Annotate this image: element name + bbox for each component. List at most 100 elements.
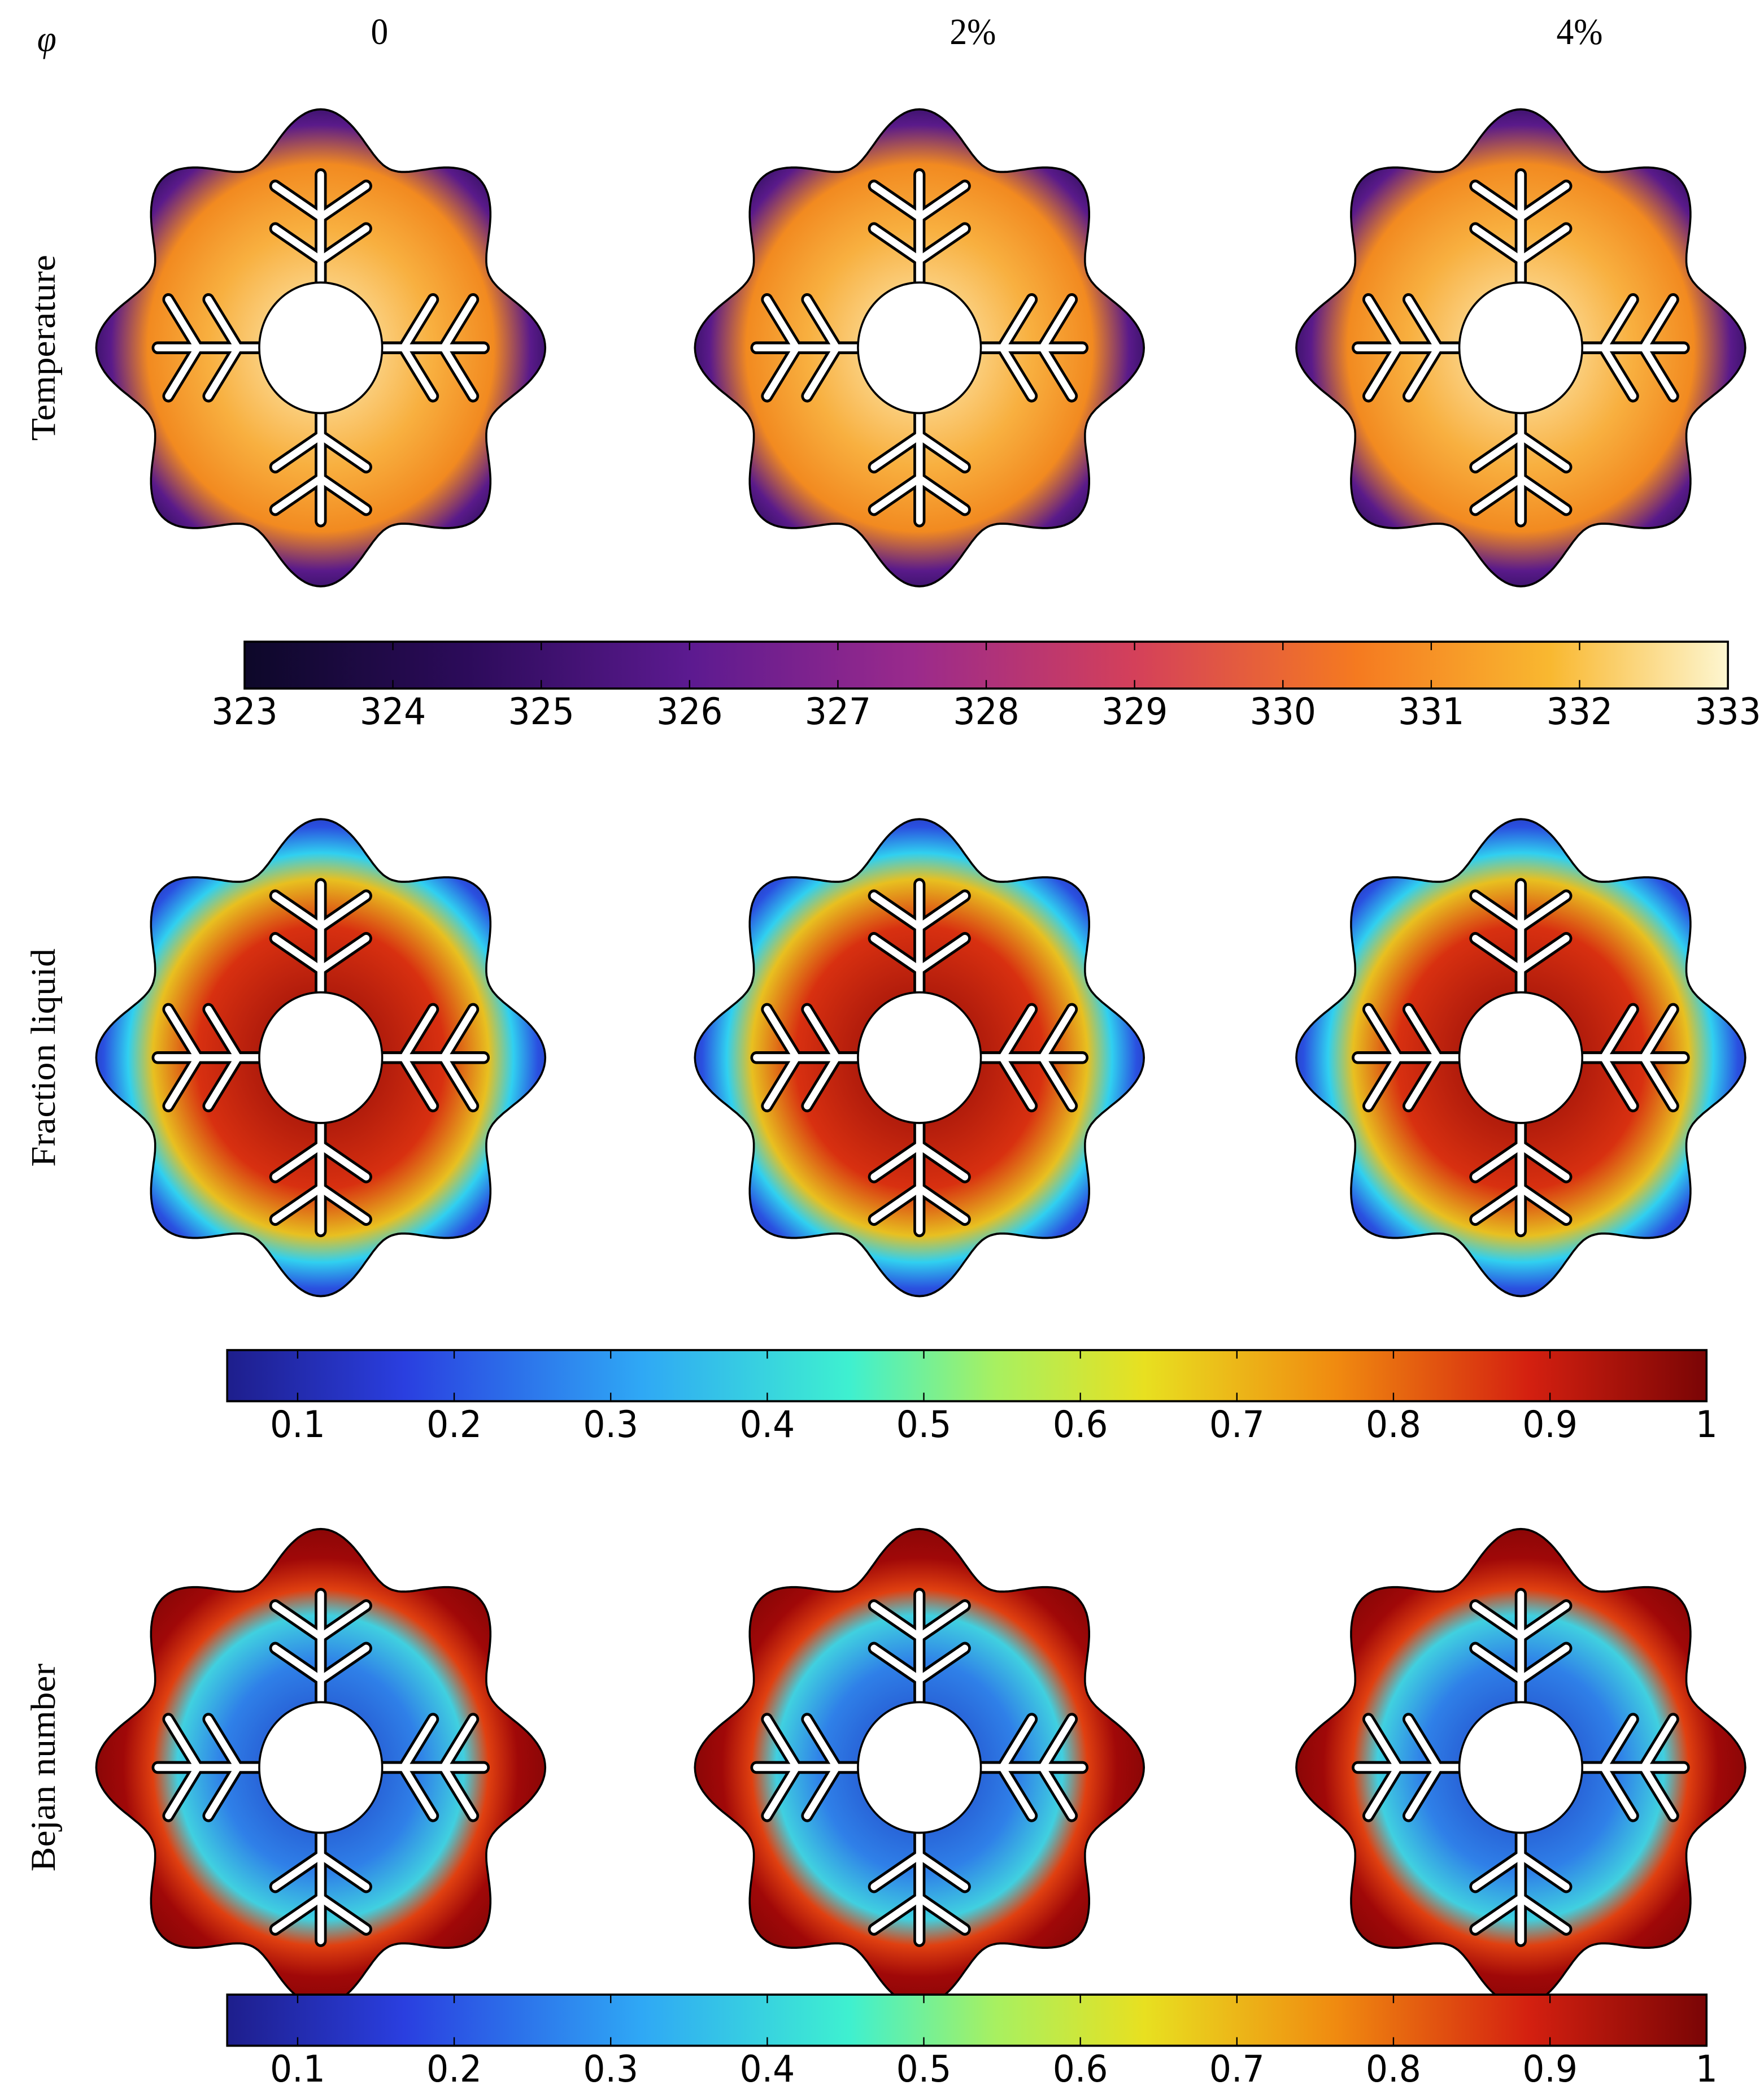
fin: [205, 1716, 242, 1771]
fin: [916, 1185, 969, 1224]
fin: [1472, 432, 1525, 471]
fin: [1365, 1764, 1401, 1819]
fin: [1365, 1716, 1401, 1771]
fin: [1365, 1054, 1401, 1110]
fin: [1039, 1005, 1075, 1061]
fin: [999, 1005, 1035, 1061]
fin: [272, 182, 324, 221]
tick-label: 328: [953, 690, 1019, 733]
fin: [400, 296, 437, 352]
fin: [1472, 892, 1525, 931]
field-plot: [95, 1527, 547, 2008]
fin: [870, 474, 923, 513]
fin: [165, 1054, 202, 1110]
fin: [1405, 296, 1441, 352]
fin: [205, 344, 242, 400]
column-header: 0: [371, 11, 389, 52]
fin: [916, 432, 969, 471]
tick-label: 0.3: [583, 2047, 638, 2090]
fin: [916, 1852, 969, 1891]
field-plot: [1295, 1527, 1746, 2008]
fin: [764, 1054, 800, 1110]
column-header: 2%: [949, 11, 996, 52]
fin: [272, 474, 324, 513]
fin: [870, 1644, 923, 1683]
tick-label: 1: [1696, 1403, 1718, 1446]
fin: [165, 1764, 202, 1819]
fin: [1472, 1142, 1525, 1181]
fin: [1472, 1602, 1525, 1641]
fin: [1517, 1142, 1570, 1181]
fin: [1640, 296, 1677, 352]
fin: [1405, 344, 1441, 400]
fin: [317, 432, 370, 471]
fin: [916, 892, 969, 931]
fin: [205, 1764, 242, 1819]
fin: [999, 1764, 1035, 1819]
fin: [1640, 1716, 1677, 1771]
fin: [1517, 474, 1570, 513]
tick-label: 0.4: [739, 1403, 795, 1446]
tick-label: 0.5: [896, 1403, 952, 1446]
fin: [1517, 892, 1570, 931]
fin: [440, 296, 477, 352]
fin: [317, 1894, 370, 1933]
fin: [999, 1054, 1035, 1110]
tick-label: 0.8: [1366, 1403, 1421, 1446]
tick-label: 326: [656, 690, 722, 733]
fin: [870, 1142, 923, 1181]
tick-label: 323: [211, 690, 277, 733]
fin: [205, 1054, 242, 1110]
fin: [317, 1602, 370, 1641]
row-label: Temperature: [24, 255, 63, 441]
fin: [916, 1602, 969, 1641]
fin: [1517, 1602, 1570, 1641]
fin: [272, 1644, 324, 1683]
fin: [1039, 1764, 1075, 1819]
field-plot: [1295, 818, 1746, 1298]
fin: [165, 1005, 202, 1061]
fin: [1600, 296, 1637, 352]
row-label: Bejan number: [24, 1664, 63, 1871]
fin: [804, 1005, 840, 1061]
tick-label: 0.6: [1053, 1403, 1108, 1446]
fin: [317, 1185, 370, 1224]
field-plot: [694, 1527, 1145, 2008]
fin: [317, 225, 370, 264]
hole: [1458, 1701, 1584, 1834]
fin: [272, 1852, 324, 1891]
fin: [440, 1054, 477, 1110]
fin: [1039, 1054, 1075, 1110]
hole: [1458, 281, 1584, 415]
tick-label: 330: [1250, 690, 1316, 733]
fin: [1405, 1005, 1441, 1061]
tick-label: 0.7: [1209, 1403, 1265, 1446]
fin: [916, 225, 969, 264]
fin: [1640, 1054, 1677, 1110]
hole: [1458, 991, 1584, 1124]
fin: [1640, 1005, 1677, 1061]
fin: [916, 1894, 969, 1933]
hole: [258, 281, 384, 415]
fin: [1517, 934, 1570, 973]
hole: [857, 1701, 982, 1834]
fin: [272, 1185, 324, 1224]
fin: [1600, 1054, 1637, 1110]
hole: [258, 991, 384, 1124]
fin: [1405, 1764, 1441, 1819]
field-plot: [694, 108, 1145, 587]
fin: [272, 225, 324, 264]
fin: [400, 1764, 437, 1819]
fin: [400, 1054, 437, 1110]
tick-label: 0.9: [1522, 2047, 1578, 2090]
fin: [1472, 1852, 1525, 1891]
fin: [1365, 344, 1401, 400]
fin: [1405, 1716, 1441, 1771]
fin: [1365, 296, 1401, 352]
fin: [400, 1716, 437, 1771]
field-plot: [95, 108, 547, 587]
fin: [272, 934, 324, 973]
fin: [870, 225, 923, 264]
fin: [764, 344, 800, 400]
